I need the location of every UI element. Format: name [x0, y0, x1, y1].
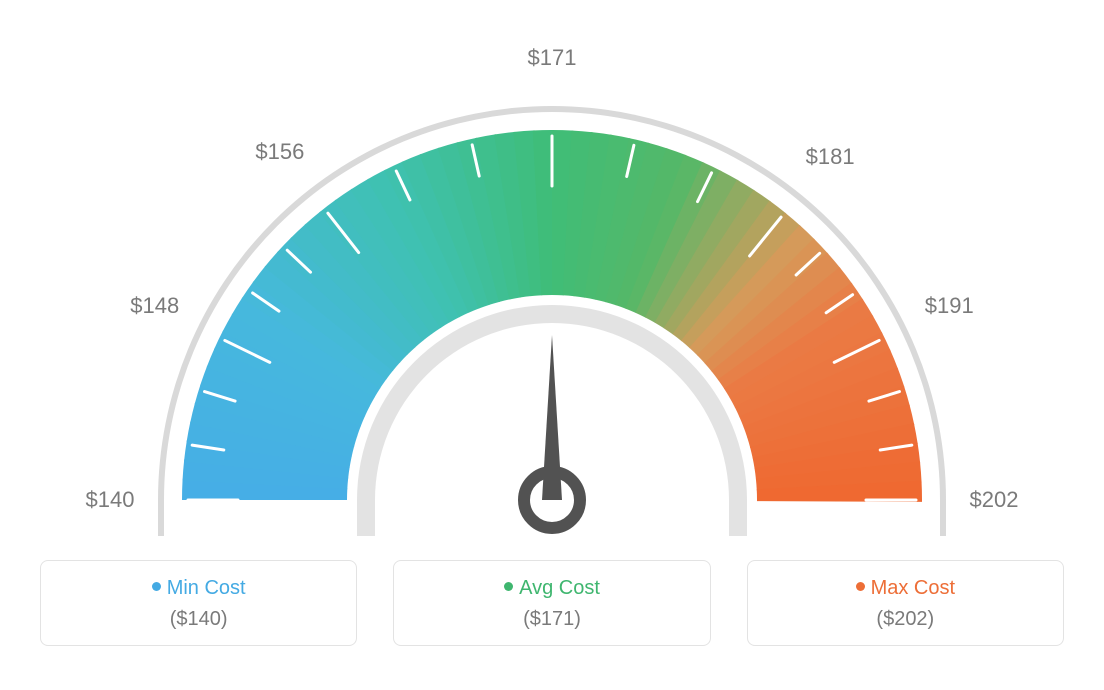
gauge-tick-label: $202: [970, 487, 1019, 513]
gauge-tick-label: $140: [86, 487, 135, 513]
cost-gauge-widget: $140 $148 $156 $171 $181 $191 $202 Min Cost ($…: [0, 0, 1104, 690]
legend-row: Min Cost ($140) Avg Cost ($171) Max Cost…: [0, 560, 1104, 666]
legend-card-max: Max Cost ($202): [747, 560, 1064, 646]
gauge-tick-label: $181: [806, 144, 855, 170]
legend-avg-label: Avg Cost: [519, 577, 600, 599]
dot-icon: [856, 582, 865, 591]
legend-card-min: Min Cost ($140): [40, 560, 357, 646]
dot-icon: [152, 582, 161, 591]
gauge-chart: [0, 0, 1104, 560]
legend-min-label: Min Cost: [167, 577, 246, 599]
legend-max-label: Max Cost: [871, 577, 955, 599]
legend-max-title: Max Cost: [758, 577, 1053, 600]
gauge-area: $140 $148 $156 $171 $181 $191 $202: [0, 0, 1104, 560]
legend-min-value: ($140): [51, 608, 346, 631]
dot-icon: [504, 582, 513, 591]
gauge-tick-label: $156: [255, 139, 304, 165]
gauge-tick-label: $191: [925, 293, 974, 319]
gauge-tick-label: $148: [130, 293, 179, 319]
legend-min-title: Min Cost: [51, 577, 346, 600]
legend-max-value: ($202): [758, 608, 1053, 631]
gauge-tick-label: $171: [528, 45, 577, 71]
legend-avg-title: Avg Cost: [404, 577, 699, 600]
legend-card-avg: Avg Cost ($171): [393, 560, 710, 646]
legend-avg-value: ($171): [404, 608, 699, 631]
